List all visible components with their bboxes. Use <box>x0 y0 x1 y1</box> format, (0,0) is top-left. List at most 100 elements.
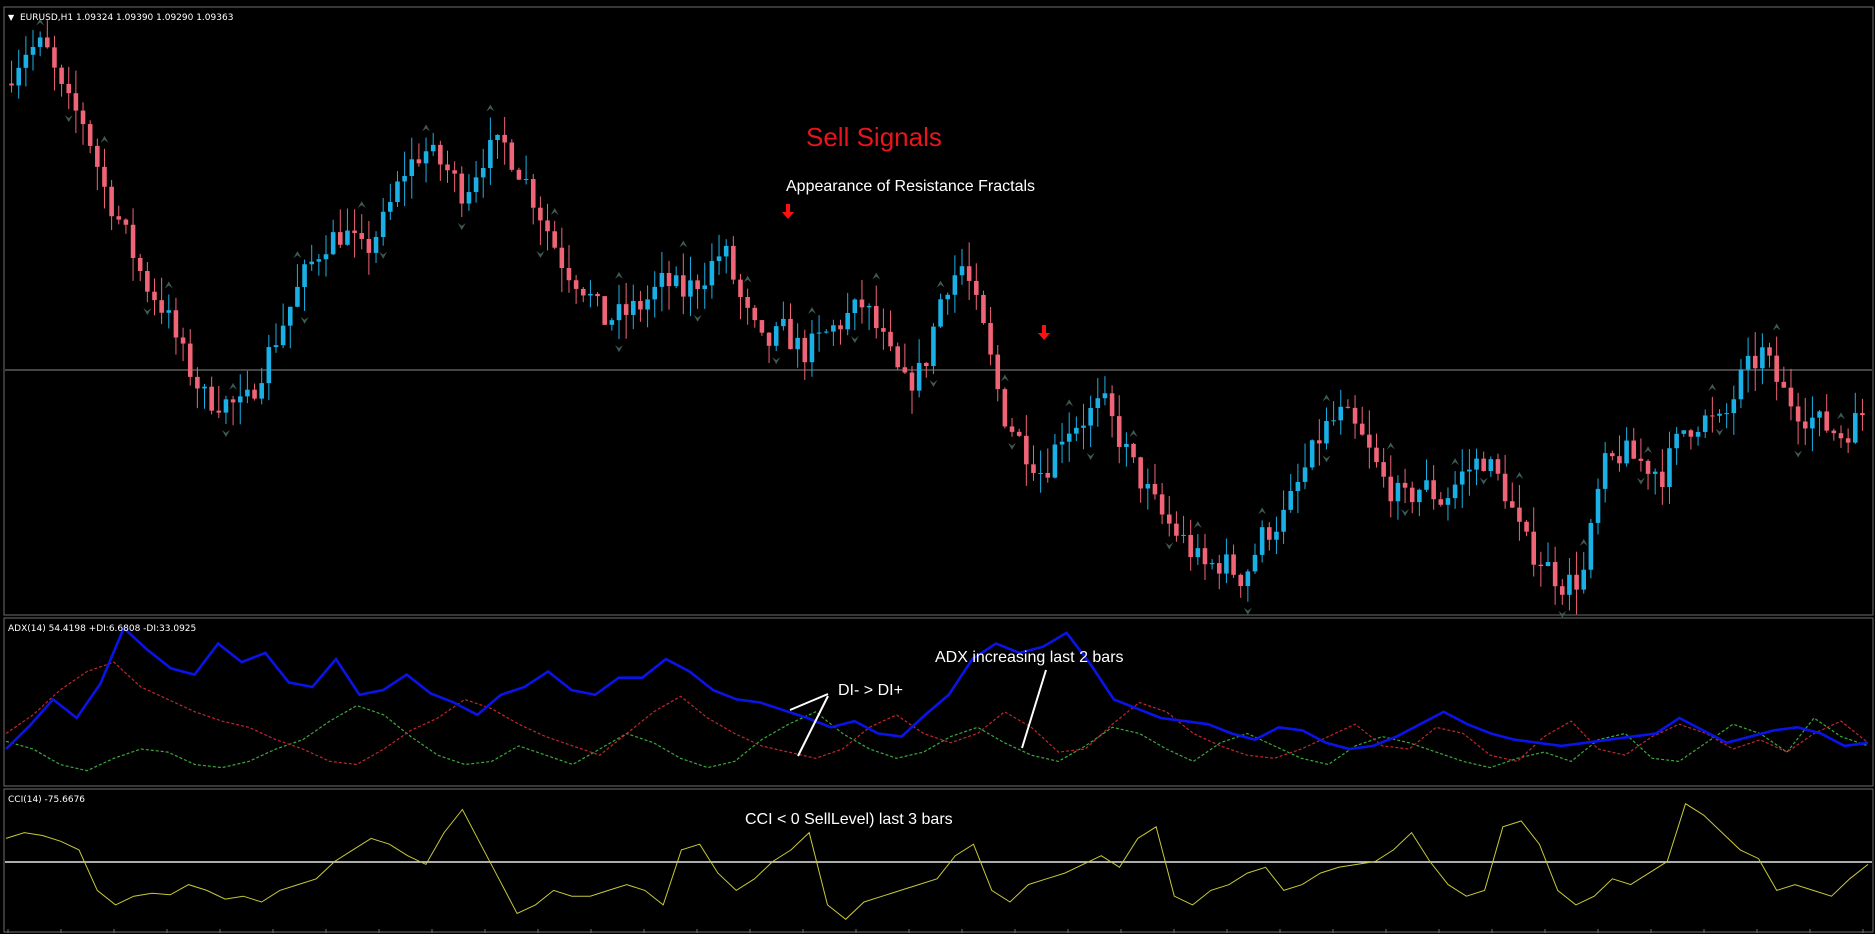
candle <box>959 248 965 285</box>
candle <box>1116 395 1122 464</box>
candle <box>116 205 122 225</box>
fractal-down-icon <box>1636 477 1645 485</box>
candle <box>516 167 522 180</box>
fractal-markers <box>36 18 1845 618</box>
candle <box>1710 396 1715 433</box>
candle <box>445 150 450 183</box>
candle <box>631 284 636 330</box>
candle <box>602 296 607 326</box>
candle <box>95 138 100 191</box>
candle <box>716 234 722 275</box>
fractal-up-icon <box>1322 394 1331 402</box>
candle <box>595 292 600 307</box>
fractal-up-icon <box>422 124 431 132</box>
fractal-up-icon <box>486 104 495 112</box>
di-pointer-line <box>797 695 829 757</box>
fractal-down-icon <box>1479 477 1488 485</box>
candle <box>1238 573 1243 598</box>
cci-series-group <box>5 802 1869 920</box>
candle <box>473 161 479 203</box>
candle <box>652 271 658 318</box>
cci-panel-label: CCI(14) -75.6676 <box>8 795 85 805</box>
candle <box>1602 442 1608 503</box>
candle <box>1388 455 1394 518</box>
candle <box>1802 397 1808 445</box>
candle <box>1574 551 1579 615</box>
cci-panel-frame <box>3 788 1874 933</box>
candle <box>309 244 314 271</box>
candle <box>338 209 343 249</box>
candle <box>495 134 500 159</box>
fractal-down-icon <box>379 251 388 259</box>
candle <box>295 264 300 308</box>
candle <box>1009 417 1015 437</box>
candle <box>666 260 672 310</box>
cci-line <box>5 802 1869 920</box>
candle <box>1131 442 1136 464</box>
candle <box>688 256 693 317</box>
fractal-down-icon <box>1794 450 1803 458</box>
candle <box>1381 448 1386 488</box>
candle <box>1395 475 1401 520</box>
candle <box>1545 542 1551 567</box>
candle <box>430 132 436 156</box>
candle <box>1195 534 1201 565</box>
candle <box>566 245 572 293</box>
candle <box>1560 579 1565 605</box>
candle <box>459 166 465 217</box>
candle <box>616 284 622 340</box>
symbol-menu-icon[interactable]: ▼ <box>8 13 15 22</box>
candle <box>1752 332 1758 392</box>
fractal-up-icon <box>807 307 816 315</box>
candle <box>1445 487 1451 521</box>
candle <box>1002 387 1008 429</box>
candle <box>87 120 93 154</box>
fractal-down-icon <box>772 357 781 365</box>
candle <box>80 102 86 145</box>
candle <box>838 319 843 345</box>
fractal-down-icon <box>1401 509 1410 517</box>
candle <box>1438 492 1444 507</box>
candle <box>1645 459 1651 490</box>
candle <box>1038 450 1043 493</box>
candle <box>1845 428 1851 453</box>
candle <box>388 183 393 221</box>
fractal-up-icon <box>550 207 559 215</box>
fractal-up-icon <box>1258 507 1267 515</box>
candle <box>166 294 172 329</box>
adx-panel-label: ADX(14) 54.4198 +DI:6.6808 -DI:33.0925 <box>8 624 196 634</box>
candle <box>137 253 143 282</box>
fractal-up-icon <box>1000 374 1009 382</box>
candle <box>1166 495 1172 537</box>
candle <box>788 303 793 350</box>
candle <box>1652 468 1658 495</box>
candle <box>1731 385 1737 435</box>
candle <box>802 329 808 380</box>
candle <box>988 306 993 366</box>
fractal-down-icon <box>1558 610 1567 618</box>
candle <box>1588 519 1594 579</box>
fractal-down-icon <box>1008 442 1017 450</box>
candle <box>480 148 486 198</box>
candle <box>1774 336 1779 401</box>
candle <box>9 60 14 93</box>
candle <box>1638 438 1644 472</box>
candle <box>1345 399 1351 409</box>
fractal-up-icon <box>1836 412 1845 420</box>
candle <box>1481 451 1486 472</box>
candle <box>866 303 872 331</box>
candle <box>530 174 536 225</box>
candle <box>1417 488 1422 517</box>
candle <box>1224 538 1229 584</box>
candle <box>152 278 157 316</box>
candle <box>1374 433 1379 468</box>
candle <box>573 275 579 304</box>
candle <box>945 292 951 315</box>
candle <box>1066 412 1072 462</box>
candle <box>902 343 908 374</box>
fractal-up-icon <box>229 382 238 390</box>
candle <box>888 310 893 352</box>
candle <box>373 231 379 263</box>
candle <box>66 66 72 110</box>
